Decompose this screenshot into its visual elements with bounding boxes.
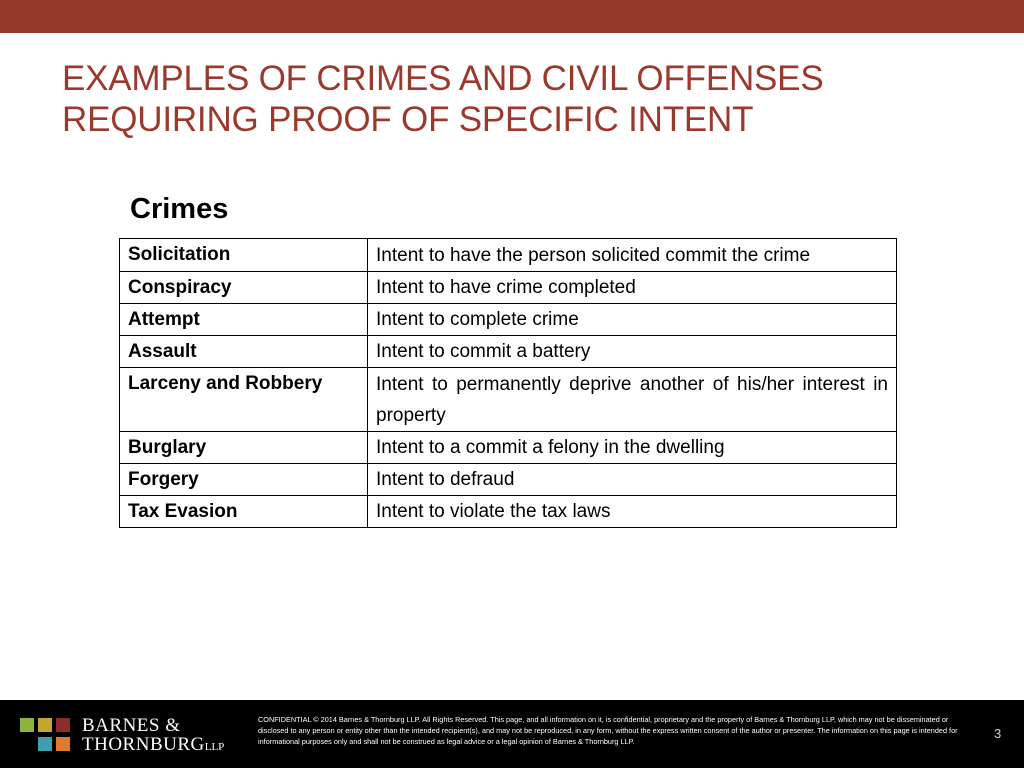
page-number: 3 — [994, 726, 1002, 741]
table-row: Assault Intent to commit a battery — [119, 335, 897, 368]
table-row: Burglary Intent to a commit a felony in … — [119, 431, 897, 464]
table-row: Solicitation Intent to have the person s… — [119, 238, 897, 272]
table-row: Tax Evasion Intent to violate the tax la… — [119, 495, 897, 528]
table-row: Forgery Intent to defraud — [119, 463, 897, 496]
crime-name: Forgery — [119, 463, 368, 496]
logo-line-1: BARNES & — [82, 715, 181, 736]
crime-name: Assault — [119, 335, 368, 368]
top-accent-bar — [0, 0, 1024, 33]
crime-intent: Intent to have the person solicited comm… — [367, 238, 897, 272]
crime-intent: Intent to defraud — [367, 463, 897, 496]
crime-intent: Intent to complete crime — [367, 303, 897, 336]
crime-intent: Intent to commit a battery — [367, 335, 897, 368]
crime-name: Attempt — [119, 303, 368, 336]
slide-title: EXAMPLES OF CRIMES AND CIVIL OFFENSES RE… — [62, 58, 992, 140]
slide-title-line-2: REQUIRING PROOF OF SPECIFIC INTENT — [62, 100, 754, 139]
section-heading: Crimes — [130, 193, 229, 225]
logo-suffix: LLP — [204, 741, 225, 753]
logo-square-orange-icon — [56, 737, 70, 751]
crime-intent: Intent to violate the tax laws — [367, 495, 897, 528]
logo-square-olive-icon — [38, 718, 52, 732]
footer-bar: BARNES & THORNBURGLLP CONFIDENTIAL © 201… — [0, 700, 1024, 768]
logo-square-green-icon — [20, 718, 34, 732]
barnes-thornburg-logo: BARNES & THORNBURGLLP — [20, 716, 250, 756]
crime-name: Conspiracy — [119, 271, 368, 304]
logo-square-maroon-icon — [56, 718, 70, 732]
logo-square-teal-icon — [38, 737, 52, 751]
crime-name: Tax Evasion — [119, 495, 368, 528]
confidentiality-notice: CONFIDENTIAL © 2014 Barnes & Thornburg L… — [258, 715, 958, 746]
crime-name: Larceny and Robbery — [119, 367, 368, 432]
slide-title-line-1: EXAMPLES OF CRIMES AND CIVIL OFFENSES — [62, 59, 824, 98]
logo-line-2-text: THORNBURG — [82, 734, 205, 755]
crime-intent: Intent to a commit a felony in the dwell… — [367, 431, 897, 464]
crime-name: Solicitation — [119, 238, 368, 272]
crime-name: Burglary — [119, 431, 368, 464]
crime-intent: Intent to permanently deprive another of… — [367, 367, 897, 432]
table-row: Attempt Intent to complete crime — [119, 303, 897, 336]
logo-line-2: THORNBURGLLP — [82, 735, 224, 757]
table-row: Larceny and Robbery Intent to permanentl… — [119, 367, 897, 432]
logo-wordmark: BARNES & THORNBURGLLP — [82, 716, 224, 757]
crimes-table: Solicitation Intent to have the person s… — [119, 238, 897, 528]
table-row: Conspiracy Intent to have crime complete… — [119, 271, 897, 304]
crime-intent: Intent to have crime completed — [367, 271, 897, 304]
